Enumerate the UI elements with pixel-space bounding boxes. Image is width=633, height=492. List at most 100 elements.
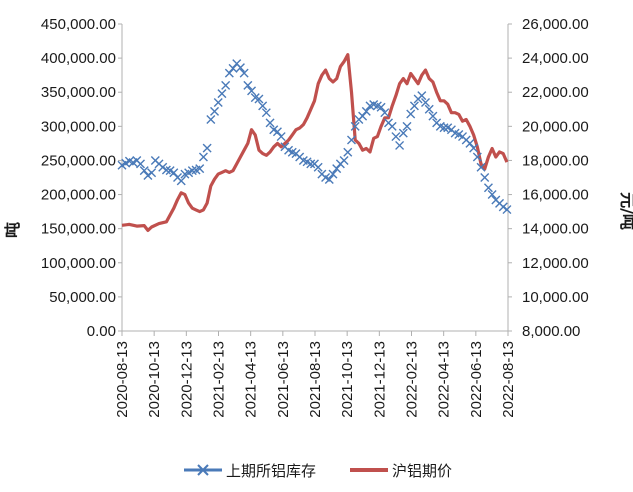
inventory-point [472,152,482,162]
y-right-tick-label: 18,000.00 [522,152,589,169]
inventory-point [221,80,231,90]
series-inventory [117,59,512,215]
axes [121,24,509,332]
y-left-tick-label: 0.00 [87,323,116,340]
inventory-point [395,140,405,150]
inventory-point [487,190,497,200]
x-tick-label: 2021-04-13 [243,341,260,418]
inventory-point [409,101,419,111]
inventory-point [265,118,275,128]
inventory-point [239,68,249,78]
inventory-point [213,97,223,107]
inventory-point [465,138,475,148]
x-tick-label: 2022-06-13 [468,341,485,418]
inventory-point [306,159,316,169]
x-tick-label: 2020-08-13 [114,341,131,418]
y-right-tick-label: 12,000.00 [522,255,589,272]
y-right-tick-label: 22,000.00 [522,84,589,101]
y-right-tick-label: 20,000.00 [522,118,589,135]
y-right-tick-label: 14,000.00 [522,221,589,238]
inventory-point [332,164,342,174]
x-tick-label: 2022-02-13 [404,341,421,418]
inventory-point [380,108,390,118]
x-tick-label: 2021-08-13 [307,341,324,418]
inventory-point [217,89,227,99]
y-right-tick-label: 16,000.00 [522,187,589,204]
inventory-point [376,102,386,112]
x-tick-label: 2021-02-13 [211,341,228,418]
inventory-point [391,132,401,142]
inventory-point [276,132,286,142]
right-axis-ticks: 8,000.00 10,000.00 12,000.00 14,000.00 16,00… [508,16,589,340]
inventory-point [136,159,146,169]
x-tick-label: 2020-10-13 [146,341,163,418]
inventory-point [339,155,349,165]
inventory-point [176,176,186,186]
inventory-point [139,166,149,176]
inventory-point [147,168,157,178]
y-left-tick-label: 250,000.00 [41,152,116,169]
x-tick-label: 2021-10-13 [339,341,356,418]
y-right-tick-label: 10,000.00 [522,289,589,306]
inventory-point [254,94,264,104]
inventory-point [243,80,253,90]
y-left-tick-label: 200,000.00 [41,187,116,204]
y-left-tick-label: 150,000.00 [41,221,116,238]
inventory-point [480,173,490,182]
legend-inventory-marker [197,464,209,476]
inventory-point [476,162,486,172]
x-tick-label: 2020-12-13 [178,341,195,418]
inventory-point [324,175,334,185]
inventory-point [272,127,282,137]
y-left-tick-label: 350,000.00 [41,84,116,101]
x-tick-label: 2022-04-13 [436,341,453,418]
y-left-tick-label: 450,000.00 [41,16,116,33]
inventory-point [346,135,356,145]
inventory-point [483,183,493,193]
inventory-point [224,68,234,78]
inventory-point [258,101,268,111]
inventory-point [402,121,412,131]
y-left-tick-label: 100,000.00 [41,255,116,272]
inventory-point [502,205,512,215]
inventory-point [421,97,431,107]
inventory-point [439,123,449,133]
y-left-tick-label: 400,000.00 [41,50,116,67]
inventory-point [469,143,479,153]
y-left-tick-label: 300,000.00 [41,118,116,135]
x-axis-ticks: 2020-08-13 2020-10-13 2020-12-13 2021-02-13… [114,331,517,418]
y-right-tick-label: 26,000.00 [522,16,589,33]
inventory-point [424,104,434,114]
inventory-point [358,111,368,121]
inventory-point [261,108,271,118]
y-axis-right-title: 元/吨 [618,192,633,230]
series-price [121,53,509,232]
inventory-point [343,147,353,157]
x-tick-label: 2021-06-13 [275,341,292,418]
inventory-point [235,63,245,73]
legend-inventory-label: 上期所铝库存 [226,462,316,480]
y-right-tick-label: 8,000.00 [522,323,580,340]
x-tick-label: 2022-08-13 [500,341,517,418]
inventory-point [387,121,397,131]
y-axis-left-title: 吨 [3,222,22,238]
legend-price-label: 沪铝期价 [392,462,452,480]
inventory-point [398,128,408,138]
inventory-point [417,91,427,101]
x-tick-label: 2021-12-13 [371,341,388,418]
left-axis-ticks: 0.00 50,000.00 100,000.00 150,000.00 200,000… [41,16,122,340]
inventory-point [210,106,220,116]
inventory-point [350,121,360,131]
inventory-point [361,106,371,116]
inventory-point [169,168,179,178]
inventory-point [198,152,208,162]
inventory-point [313,162,323,172]
y-left-tick-label: 50,000.00 [49,289,116,306]
inventory-point [428,111,438,121]
y-right-tick-label: 24,000.00 [522,50,589,67]
inventory-point [247,86,257,96]
inventory-point [228,63,238,73]
inventory-point [328,169,338,179]
inventory-point [206,115,216,125]
